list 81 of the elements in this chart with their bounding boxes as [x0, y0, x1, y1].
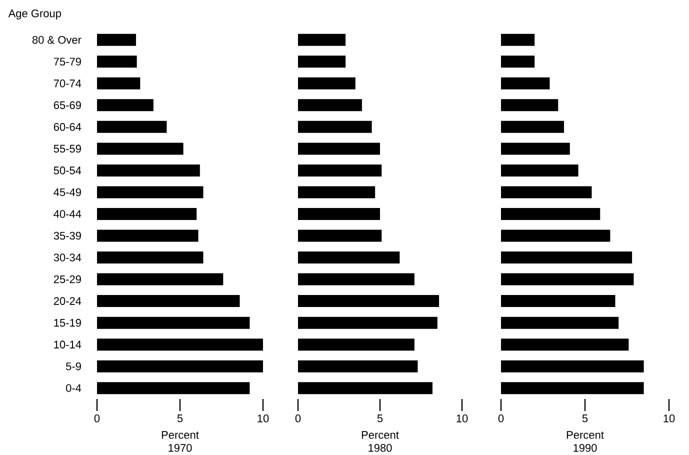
- bar: [501, 99, 558, 112]
- bar: [298, 120, 372, 133]
- bar: [501, 338, 629, 351]
- bar: [97, 230, 198, 242]
- bar: [501, 120, 564, 133]
- bar: [97, 382, 250, 394]
- bar: [97, 316, 250, 329]
- bar: [298, 316, 438, 329]
- bar: [501, 294, 616, 307]
- x-axis-title: Percent 1990: [566, 431, 604, 452]
- bar: [298, 294, 440, 307]
- bar: [97, 99, 154, 112]
- y-tick-label: 30-34: [54, 254, 82, 262]
- y-tick-label: 15-19: [54, 318, 81, 327]
- y-tick-label: 80 & Over: [32, 36, 82, 44]
- y-tick-label: 65-69: [54, 101, 81, 110]
- bar: [501, 230, 610, 242]
- bar: [298, 251, 400, 264]
- bar: [501, 34, 535, 46]
- bar: [97, 56, 137, 68]
- y-tick-label: 75-79: [54, 58, 81, 66]
- y-tick-label: 50-54: [54, 166, 82, 174]
- bar: [501, 142, 570, 155]
- y-tick-label: 55-59: [54, 144, 81, 153]
- y-tick-label: 5-9: [66, 362, 81, 370]
- bar: [501, 251, 632, 264]
- x-tick-label: 10: [258, 414, 269, 422]
- bar: [298, 99, 362, 112]
- bar: [501, 360, 644, 372]
- bar: [97, 142, 184, 155]
- bar: [97, 294, 240, 307]
- x-tick-label: 5: [377, 414, 383, 422]
- bar: [97, 34, 136, 46]
- bar: [501, 316, 619, 329]
- y-tick-label: 35-39: [54, 232, 81, 240]
- bar: [97, 120, 167, 133]
- bar: [97, 208, 197, 220]
- x-tick-label: 5: [582, 414, 588, 422]
- bar: [97, 251, 204, 264]
- bar: [501, 186, 592, 198]
- bar: [298, 360, 418, 372]
- x-tick-label: 5: [177, 414, 183, 422]
- x-tick-label: 0: [295, 414, 301, 422]
- bar: [298, 56, 346, 68]
- bar: [501, 208, 600, 220]
- bar: [298, 164, 382, 176]
- bar: [97, 77, 140, 90]
- bar: [501, 382, 644, 394]
- bar: [298, 77, 356, 90]
- x-tick-label: 10: [664, 414, 675, 422]
- x-tick-label: 0: [498, 414, 504, 422]
- bar: [298, 382, 432, 394]
- bar: [298, 230, 382, 242]
- y-tick-label: 60-64: [54, 122, 82, 131]
- y-tick-label: 25-29: [54, 275, 81, 284]
- bar: [298, 186, 376, 198]
- bar: [97, 360, 264, 372]
- y-axis-title: Age Group: [8, 9, 62, 20]
- bar: [501, 77, 550, 90]
- y-tick-label: 70-74: [54, 79, 82, 88]
- bar: [501, 56, 535, 68]
- x-axis-title: Percent 1980: [362, 431, 399, 452]
- bar: [97, 186, 204, 198]
- y-tick-label: 20-24: [54, 297, 82, 305]
- x-axis-title: Percent 1970: [162, 431, 199, 452]
- x-tick-label: 0: [94, 414, 100, 422]
- bar: [501, 164, 578, 176]
- bar: [298, 208, 380, 220]
- bar: [97, 273, 224, 286]
- bar: [298, 273, 414, 286]
- bar: [298, 34, 346, 46]
- y-tick-label: 10-14: [54, 340, 82, 348]
- bar: [298, 338, 414, 351]
- bar: [97, 338, 264, 351]
- bar: [298, 142, 380, 155]
- y-tick-label: 40-44: [54, 210, 82, 218]
- bar: [501, 273, 634, 286]
- x-tick-label: 10: [456, 414, 468, 422]
- y-tick-label: 0-4: [66, 384, 82, 392]
- y-tick-label: 45-49: [54, 188, 81, 196]
- bar: [97, 164, 200, 176]
